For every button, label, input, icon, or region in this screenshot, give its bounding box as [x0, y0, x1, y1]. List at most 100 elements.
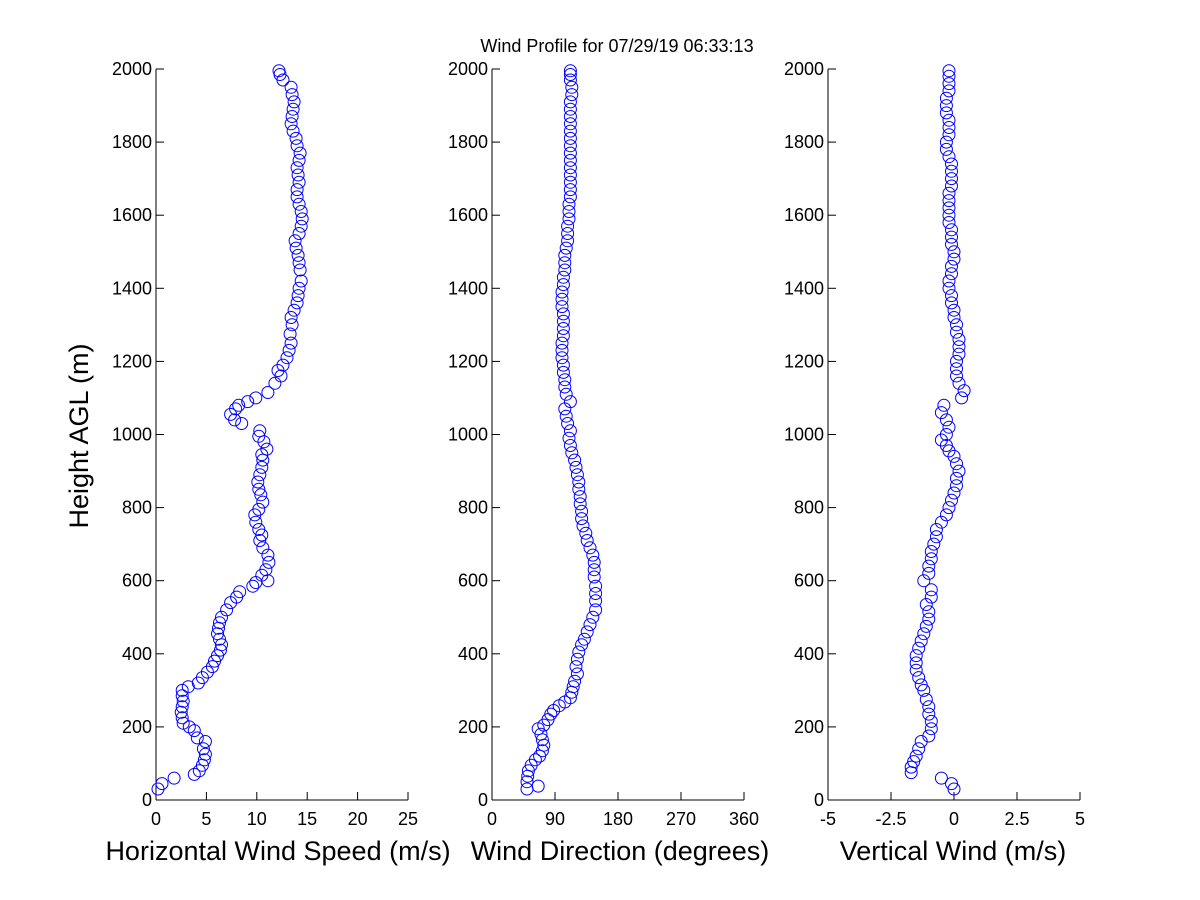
data-point [220, 603, 234, 617]
y-tick-label: 1400 [112, 278, 152, 298]
data-point [556, 358, 570, 372]
data-point [555, 343, 569, 357]
data-point [573, 497, 587, 511]
data-point [945, 296, 958, 310]
data-point [559, 387, 573, 401]
data-point [937, 398, 951, 412]
data-point [576, 519, 590, 533]
y-tick-label: 600 [458, 571, 488, 591]
data-point [939, 428, 953, 441]
data-point [950, 354, 963, 368]
data-point [587, 563, 601, 577]
data-point [939, 99, 953, 113]
y-tick-label: 2000 [112, 59, 152, 79]
data-point [289, 241, 303, 255]
y-tick-label: 1600 [448, 205, 488, 225]
y-tick-label: 0 [814, 790, 824, 810]
data-point [285, 88, 299, 102]
data-point [562, 205, 576, 218]
data-point [288, 234, 302, 248]
data-point [934, 771, 948, 785]
data-point [249, 515, 263, 529]
data-point [563, 95, 577, 109]
data-point [294, 219, 308, 233]
data-point [235, 417, 249, 430]
data-point [287, 95, 301, 109]
data-point [211, 627, 224, 641]
data-point [563, 424, 577, 438]
data-point [181, 680, 195, 694]
data-point [950, 362, 963, 376]
data-point [167, 771, 181, 785]
data-point [586, 610, 600, 624]
y-tick-label: 2000 [448, 59, 488, 79]
data-point [922, 729, 936, 743]
data-point [256, 541, 270, 555]
data-point [285, 318, 299, 332]
data-point [579, 526, 593, 540]
data-point [284, 80, 298, 94]
data-point [942, 69, 956, 83]
data-point [561, 227, 575, 240]
x-tick-label: 90 [545, 809, 565, 829]
y-tick-label: 0 [142, 790, 152, 810]
y-tick-label: 600 [122, 571, 152, 591]
data-point [589, 603, 603, 617]
data-point [290, 296, 304, 310]
data-point [561, 417, 575, 430]
data-point [919, 693, 933, 706]
data-point [575, 512, 589, 526]
data-point [261, 386, 275, 399]
data-point [563, 439, 577, 452]
data-point [572, 475, 586, 489]
data-point [939, 413, 953, 427]
data-point [565, 88, 579, 102]
data-point [945, 259, 958, 273]
data-points [520, 64, 603, 796]
data-point [555, 285, 569, 299]
data-point [290, 190, 304, 204]
data-point [556, 314, 570, 328]
data-point [942, 201, 956, 215]
data-point [566, 680, 580, 694]
data-point [939, 135, 953, 149]
data-point [563, 73, 577, 87]
data-point [583, 618, 597, 632]
data-point [945, 223, 958, 237]
data-point [556, 307, 570, 321]
data-point [912, 641, 926, 655]
data-point [950, 479, 963, 493]
data-point [190, 731, 204, 745]
data-point [912, 671, 926, 685]
data-point [570, 667, 584, 681]
y-tick-label: 200 [458, 717, 488, 737]
data-point [535, 733, 549, 747]
data-point [569, 460, 583, 474]
panel-1: 0 200 400 600 800 1000 1200 1400 1600 1800 2000 0 5 1… [105, 59, 450, 866]
data-point [563, 168, 577, 182]
data-point [587, 555, 601, 569]
data-point [276, 358, 290, 372]
data-point [253, 424, 267, 438]
data-point [922, 605, 936, 619]
y-tick-label: 800 [794, 498, 824, 518]
data-point [942, 208, 956, 222]
x-tick-label: 0 [487, 809, 497, 829]
x-tick-label: 0 [151, 809, 161, 829]
x-tick-label: 2.5 [1004, 809, 1029, 829]
y-axis-label: Height AGL (m) [64, 343, 94, 528]
data-point [563, 183, 577, 197]
x-tick-label: 10 [247, 809, 267, 829]
data-point [175, 711, 189, 725]
data-point [176, 694, 190, 708]
data-point [563, 117, 577, 131]
data-point [945, 777, 958, 791]
y-tick-label: 0 [478, 790, 488, 810]
data-point [561, 234, 575, 248]
data-point [563, 131, 577, 145]
data-point [573, 490, 587, 504]
data-point [563, 64, 577, 78]
data-point [922, 566, 936, 580]
data-point [175, 683, 189, 697]
data-point [924, 714, 938, 728]
